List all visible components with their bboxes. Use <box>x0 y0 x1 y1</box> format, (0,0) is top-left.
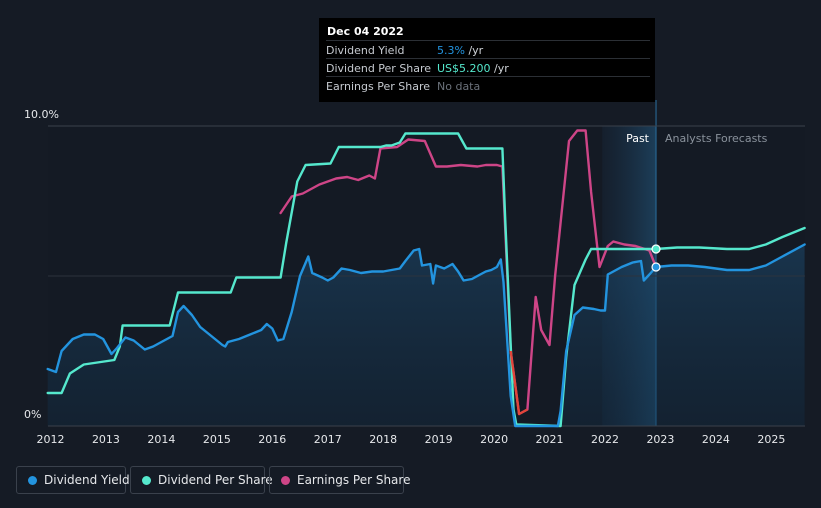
y-axis-max-label: 10.0% <box>24 108 59 121</box>
legend-label: Dividend Yield <box>44 473 130 487</box>
legend-dividend-per-share[interactable]: Dividend Per Share <box>130 466 273 494</box>
x-tick-label: 2017 <box>314 433 342 446</box>
dividend-per-share-line[interactable] <box>46 132 806 428</box>
tooltip-row-dividend-per-share: Dividend Per Share US$5.200 /yr <box>326 58 650 76</box>
tooltip-row-earnings-per-share: Earnings Per Share No data <box>326 76 650 94</box>
dividend-yield-line[interactable] <box>46 243 806 428</box>
tooltip-unit: /yr <box>490 62 509 75</box>
tooltip-value-line: US$5.200 /yr <box>437 62 509 75</box>
x-tick-label: 2023 <box>646 433 674 446</box>
tooltip-date: Dec 04 2022 <box>327 25 404 38</box>
legend-dot-icon <box>28 476 37 485</box>
x-tick-label: 2013 <box>92 433 120 446</box>
legend-earnings-per-share[interactable]: Earnings Per Share <box>269 466 410 494</box>
legend-label: Earnings Per Share <box>297 473 411 487</box>
tooltip-value: No data <box>437 80 481 93</box>
hover-tooltip: Dec 04 2022 Dividend Yield 5.3% /yr Divi… <box>319 18 655 102</box>
x-tick-label: 2021 <box>536 433 564 446</box>
y-axis-min-label: 0% <box>24 408 41 421</box>
x-tick-label: 2016 <box>258 433 286 446</box>
x-tick-label: 2018 <box>369 433 397 446</box>
dividend-yield-area <box>47 244 805 426</box>
x-tick-label: 2012 <box>37 433 65 446</box>
tooltip-value: US$5.200 <box>437 62 491 75</box>
hover-marker <box>651 244 661 254</box>
legend-dot-icon <box>281 476 290 485</box>
hover-marker <box>651 262 661 272</box>
tooltip-row-dividend-yield: Dividend Yield 5.3% /yr <box>326 40 650 58</box>
past-label: Past <box>626 132 650 145</box>
x-tick-label: 2015 <box>203 433 231 446</box>
x-tick-label: 2020 <box>480 433 508 446</box>
tooltip-label: Dividend Yield <box>326 44 405 57</box>
tooltip-unit: /yr <box>464 44 484 57</box>
forecast-label: Analysts Forecasts <box>665 132 768 145</box>
legend-dividend-yield[interactable]: Dividend Yield <box>16 466 130 494</box>
x-tick-label: 2024 <box>702 433 730 446</box>
tooltip-value: 5.3% <box>437 44 465 57</box>
earnings-per-share-line[interactable] <box>279 129 658 416</box>
tooltip-value-line: 5.3% /yr <box>437 44 483 57</box>
tooltip-value-line: No data <box>437 80 480 93</box>
tooltip-label: Dividend Per Share <box>326 62 432 75</box>
legend-dot-icon <box>142 476 151 485</box>
earnings-negative-segment <box>509 350 528 416</box>
x-tick-label: 2019 <box>425 433 453 446</box>
legend-label: Dividend Per Share <box>158 473 273 487</box>
x-tick-label: 2025 <box>757 433 785 446</box>
x-tick-label: 2014 <box>147 433 175 446</box>
tooltip-label: Earnings Per Share <box>326 80 431 93</box>
x-tick-label: 2022 <box>591 433 619 446</box>
